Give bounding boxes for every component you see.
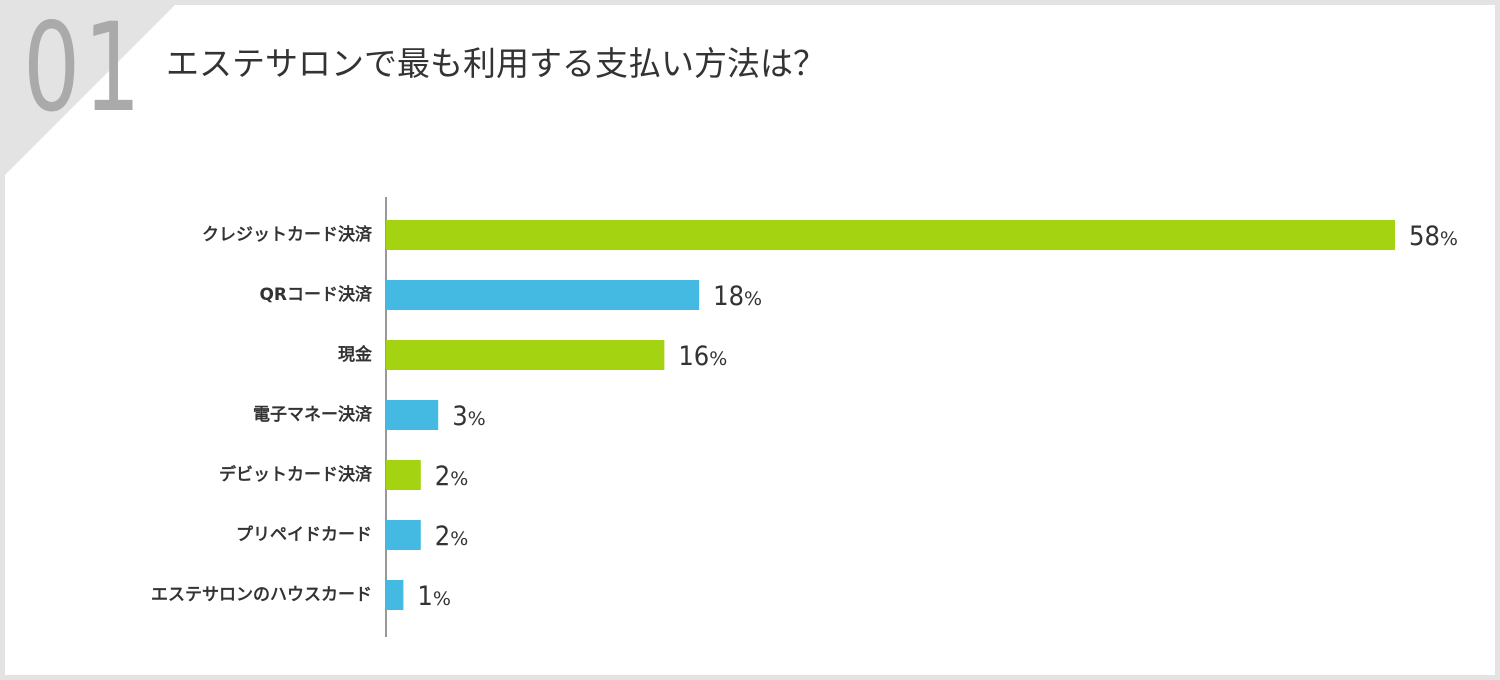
data-label: 16% [678,341,727,372]
category-label: プリペイドカード [236,524,372,545]
question-number-badge: 01 [23,0,145,139]
category-label: デビットカード決済 [219,464,373,485]
data-label: 2% [435,521,469,552]
corner-triangle [5,5,175,175]
chart-title: エステサロンで最も利用する支払い方法は？ [166,44,826,83]
data-label-unit: % [1440,228,1458,250]
data-label-value: 58 [1409,221,1440,252]
data-label-unit: % [450,528,468,550]
bar [386,400,439,430]
data-label-value: 18 [713,281,744,312]
bar [386,220,1395,250]
data-label-unit: % [744,288,762,310]
data-label: 3% [452,401,486,432]
category-label: クレジットカード決済 [202,224,373,245]
category-label: 電子マネー決済 [253,404,373,425]
bar [386,460,421,490]
bar [386,580,404,610]
data-label: 18% [713,281,762,312]
data-label: 58% [1409,221,1458,252]
data-label-unit: % [433,588,451,610]
category-label: エステサロンのハウスカード [151,585,372,605]
data-label: 2% [435,461,469,492]
data-label-unit: % [468,408,486,430]
category-label: QRコード決済 [259,284,373,305]
data-label: 1% [417,581,451,612]
bar [386,520,421,550]
data-label-unit: % [450,468,468,490]
data-label-value: 2 [435,521,450,552]
data-label-value: 2 [435,461,450,492]
data-label-value: 3 [452,401,467,432]
data-label-unit: % [709,348,727,370]
bar [386,340,665,370]
category-label: 現金 [338,344,373,365]
data-label-value: 1 [417,581,432,612]
data-label-value: 16 [678,341,709,372]
bar [386,280,700,310]
